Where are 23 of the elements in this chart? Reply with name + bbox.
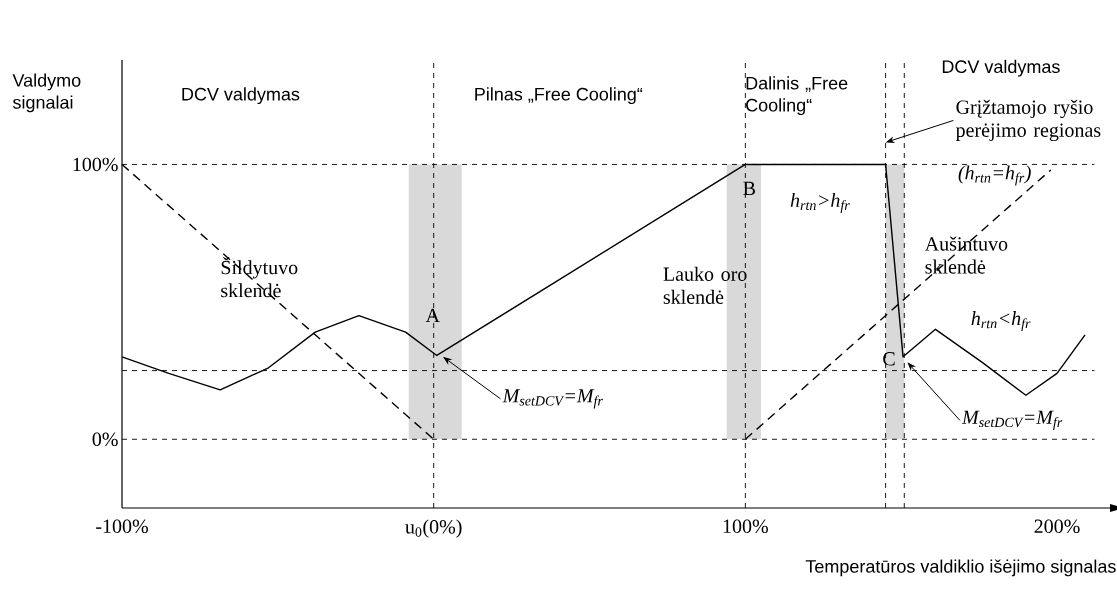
annotation: B — [743, 181, 756, 196]
x-tick-label: u$_{0}$(0%) — [405, 519, 462, 538]
series-label: Šildytuvo sklendė — [221, 256, 298, 298]
y-tick-label: 0% — [92, 432, 118, 447]
annotation: DCV valdymas — [942, 59, 1060, 77]
annotation: Dalinis „Free Cooling“ — [746, 76, 848, 116]
annotation: Grįžtamojo ryšio perėjimo regionas — [955, 99, 1101, 142]
text: Lauko oro sklendė — [663, 266, 747, 304]
annotation: DCV valdymas — [182, 87, 300, 105]
x-tick-label: -100% — [96, 519, 148, 534]
annotation: A — [425, 308, 440, 323]
y-axis-title: Valdymo signalai — [12, 73, 81, 113]
x-axis-title: Temperatūros valdiklio išėjimo signalas — [805, 559, 1116, 577]
annotation: M$_{setDCV}$=M$_{fr}$ — [502, 389, 603, 409]
annotation: C — [883, 352, 895, 366]
annotation: h$_{rtn}$<h$_{fr}$ — [971, 311, 1031, 332]
series-label: Aušintuvo sklendė — [924, 236, 1008, 274]
x-tick-label: 200% — [1034, 519, 1080, 534]
x-tick-label: 100% — [723, 519, 768, 534]
annotation: (h$_{rtn}$=h$_{fr}$) — [958, 165, 1031, 186]
annotation: M$_{setDCV}$=M$_{fr}$ — [961, 410, 1063, 430]
annotation: h$_{rtn}$>h$_{fr}$ — [790, 192, 850, 213]
annotation: Pilnas „Free Cooling“ — [475, 87, 643, 105]
